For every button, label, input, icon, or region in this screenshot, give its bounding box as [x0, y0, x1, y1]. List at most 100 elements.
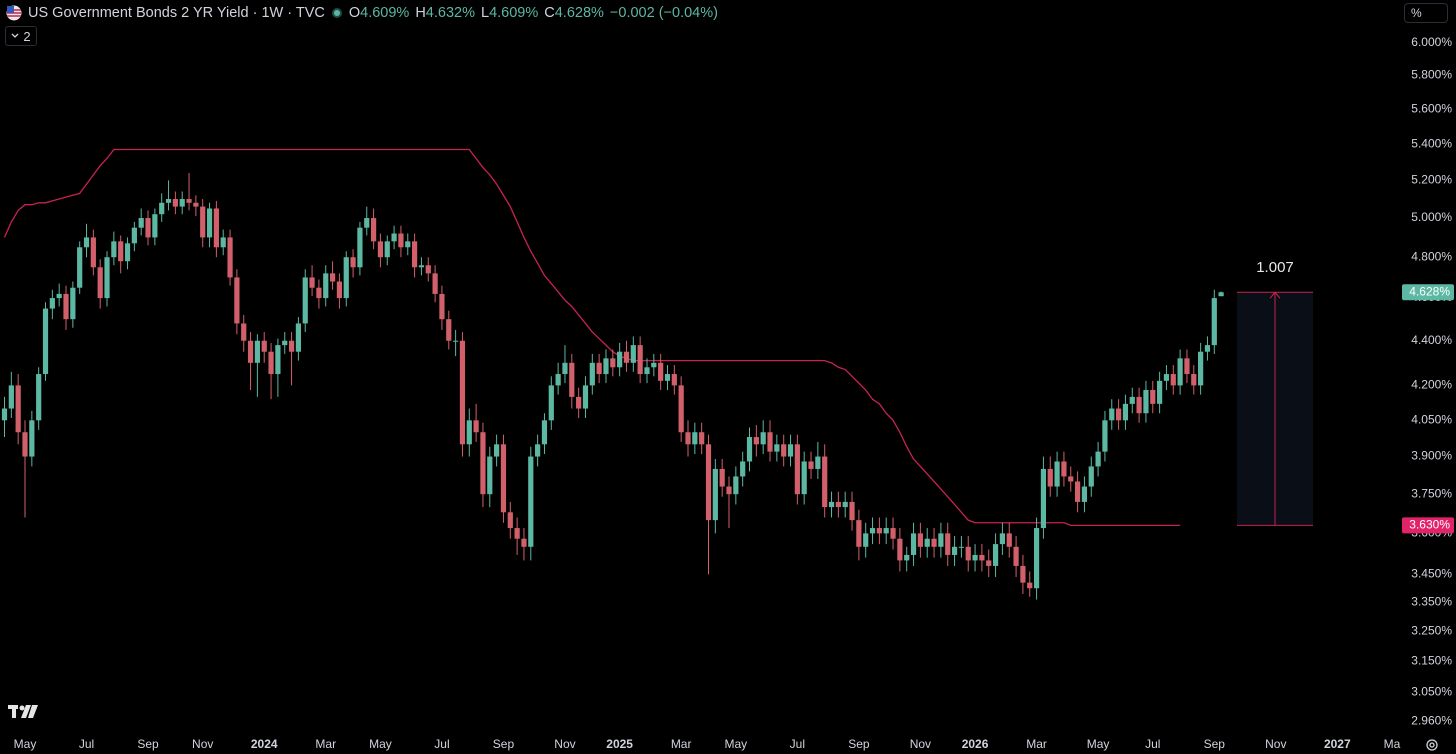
candle-body — [548, 385, 554, 421]
x-tick-label: Sep — [848, 737, 870, 751]
candle-body — [869, 528, 876, 534]
candle-body — [350, 257, 356, 268]
candle-body — [111, 241, 117, 258]
candle-body — [637, 345, 643, 375]
candle-body — [924, 538, 930, 547]
candle-body — [753, 437, 759, 445]
candle-body — [42, 308, 49, 375]
measure-label: 1.007 — [1256, 259, 1294, 276]
x-tick-label: Jul — [434, 737, 449, 751]
candle-body — [651, 362, 657, 368]
candle-body — [172, 199, 178, 207]
candle-body — [1170, 374, 1176, 386]
candle-body — [234, 277, 240, 324]
candle-body — [1068, 476, 1074, 482]
ohlc-key: L — [480, 5, 490, 21]
y-tick-label: 6.000% — [1411, 35, 1452, 49]
candle-body — [910, 533, 917, 555]
candle-body — [77, 247, 83, 288]
candle-body — [1088, 466, 1094, 487]
candle-body — [808, 461, 814, 469]
candle-body — [849, 501, 855, 521]
candle-body — [890, 528, 896, 539]
candle-body — [1006, 533, 1012, 547]
candle-body — [917, 533, 923, 547]
candle-body — [193, 202, 199, 207]
candle-body — [83, 237, 90, 248]
x-tick-label: May — [1087, 737, 1110, 751]
y-tick-label: 3.150% — [1411, 654, 1452, 668]
candle-body — [972, 554, 978, 561]
candle-body — [138, 218, 144, 228]
settings-icon[interactable] — [1426, 739, 1438, 751]
header: US Government Bonds 2 YR Yield · 1W · TV… — [6, 3, 718, 23]
candle-body — [883, 528, 889, 534]
price-label-box — [1402, 284, 1454, 301]
symbol-title[interactable]: US Government Bonds 2 YR Yield · 1W · TV… — [28, 5, 325, 21]
candle-body — [439, 293, 445, 320]
candle-body — [118, 241, 124, 262]
candle-body — [1081, 486, 1088, 502]
x-tick-label: Sep — [137, 737, 159, 751]
candle-body — [767, 432, 773, 452]
candle-body — [1211, 298, 1217, 346]
candle-body — [726, 486, 732, 495]
candle-body — [418, 265, 425, 268]
candle-body — [370, 218, 377, 242]
scale-button[interactable]: % — [1404, 3, 1448, 23]
ohlc-key: O — [348, 5, 361, 21]
candle-body — [8, 385, 14, 409]
candle-body — [453, 340, 459, 342]
x-tick-label: Nov — [910, 737, 931, 751]
ohlc-item: C4.628% — [544, 5, 604, 21]
candle-body — [357, 227, 363, 268]
interval-count: 2 — [23, 28, 31, 44]
candle-body — [295, 323, 302, 352]
candle-body — [733, 476, 739, 495]
y-tick-label: 4.200% — [1411, 378, 1452, 392]
candle-body — [411, 241, 418, 268]
candle-body — [343, 257, 349, 299]
candle-body — [288, 340, 295, 352]
candle-body — [56, 293, 62, 299]
candle-body — [124, 243, 131, 262]
candle-body — [159, 202, 165, 215]
flag-icon — [6, 5, 22, 21]
ohlc-legend: O4.609% H4.632% L4.609% C4.628% — [349, 5, 604, 21]
x-tick-label: Jul — [79, 737, 94, 751]
x-tick-label: Nov — [192, 737, 213, 751]
candle-body — [446, 319, 452, 341]
ohlc-item: L4.609% — [481, 5, 538, 21]
candle-body — [904, 554, 910, 561]
candle-body — [1033, 528, 1040, 589]
candle-body — [931, 538, 937, 547]
candle-body — [582, 385, 589, 409]
candle-body — [719, 468, 725, 487]
candle-body — [965, 546, 971, 561]
ohlc-item: H4.632% — [415, 5, 475, 21]
candle-body — [617, 351, 623, 368]
y-tick-label: 5.000% — [1411, 210, 1452, 224]
candle-body — [323, 273, 329, 299]
x-tick-label: Sep — [1204, 737, 1226, 751]
x-tick-label: 2025 — [606, 737, 633, 751]
candle-body — [15, 385, 21, 433]
candle-body — [336, 281, 343, 299]
chevron-icon — [11, 33, 19, 38]
candle-body — [1102, 420, 1108, 452]
candle-body — [275, 345, 281, 375]
x-tick-label: Mar — [315, 737, 336, 751]
candle-body — [487, 456, 493, 495]
ohlc-item: O4.609% — [349, 5, 409, 21]
candle-body — [1122, 403, 1129, 421]
interval-toggle[interactable]: 2 — [5, 26, 37, 46]
candle-body — [603, 358, 609, 375]
y-tick-label: 5.600% — [1411, 101, 1452, 115]
price-label: 3.630% — [1409, 518, 1450, 532]
y-tick-label: 5.800% — [1411, 68, 1452, 82]
x-tick-label: 2024 — [251, 737, 278, 751]
candle-body — [90, 237, 96, 268]
candle-body — [1027, 582, 1033, 589]
y-tick-label: 3.900% — [1411, 449, 1452, 463]
